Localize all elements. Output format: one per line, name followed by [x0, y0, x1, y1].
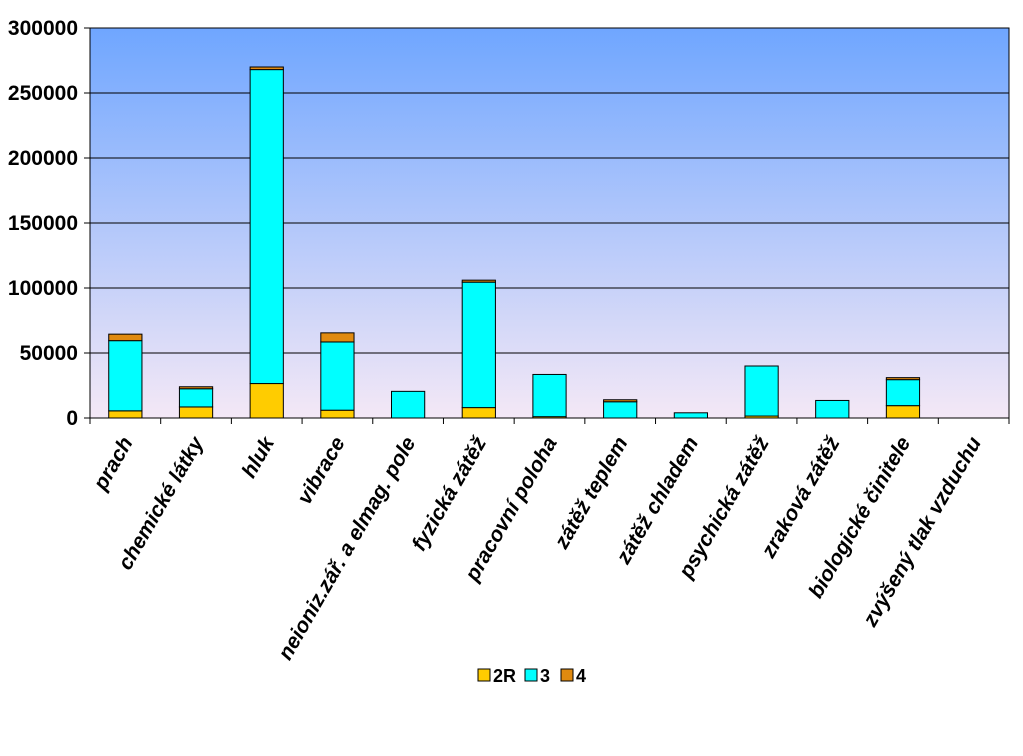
y-tick-label: 250000 — [8, 82, 78, 105]
y-tick-label: 100000 — [8, 277, 78, 300]
bar-4-7 — [604, 400, 637, 402]
bar-2R-5 — [462, 408, 495, 418]
x-tick-label: fyzická zátěž — [408, 433, 492, 555]
x-tick-label: neioniz.zář. a elmag. pole — [274, 433, 421, 664]
legend-label: 4 — [576, 666, 586, 686]
bar-3-3 — [321, 342, 354, 410]
bar-3-8 — [674, 413, 707, 418]
legend-swatch-3 — [525, 669, 537, 681]
bar-3-10 — [816, 400, 849, 418]
bar-3-4 — [392, 391, 425, 418]
bar-2R-0 — [109, 411, 142, 418]
legend-label: 2R — [493, 666, 516, 686]
y-tick-label: 150000 — [8, 212, 78, 235]
y-tick-label: 300000 — [8, 17, 78, 40]
x-tick-label: vibrace — [293, 433, 350, 508]
legend-swatch-4 — [561, 669, 573, 681]
y-tick-label: 0 — [66, 407, 78, 430]
bar-4-3 — [321, 333, 354, 342]
bar-3-2 — [250, 70, 283, 384]
bar-2R-3 — [321, 410, 354, 418]
legend-swatch-2R — [478, 669, 490, 681]
bar-3-0 — [109, 341, 142, 411]
bar-2R-1 — [179, 407, 212, 418]
legend-label: 3 — [540, 666, 550, 686]
y-tick-label: 50000 — [20, 342, 78, 365]
bar-3-6 — [533, 374, 566, 416]
x-tick-label: prach — [89, 433, 138, 495]
x-tick-label: zátěž teplem — [550, 433, 633, 554]
bar-2R-2 — [250, 384, 283, 418]
bar-4-5 — [462, 280, 495, 282]
bar-3-1 — [179, 389, 212, 407]
bar-4-1 — [179, 387, 212, 389]
y-axis-ticks: 0 50000 100000 150000 200000 250000 300000 — [8, 17, 90, 430]
legend: 2R 3 4 — [478, 666, 586, 686]
bar-3-7 — [604, 402, 637, 418]
x-tick-label: hluk — [238, 432, 280, 482]
bar-3-11 — [886, 380, 919, 406]
bar-4-2 — [250, 67, 283, 70]
bar-4-11 — [886, 378, 919, 380]
bar-3-5 — [462, 282, 495, 407]
bar-4-0 — [109, 334, 142, 341]
bar-2R-11 — [886, 406, 919, 418]
y-tick-label: 200000 — [8, 147, 78, 170]
bar-3-9 — [745, 366, 778, 416]
